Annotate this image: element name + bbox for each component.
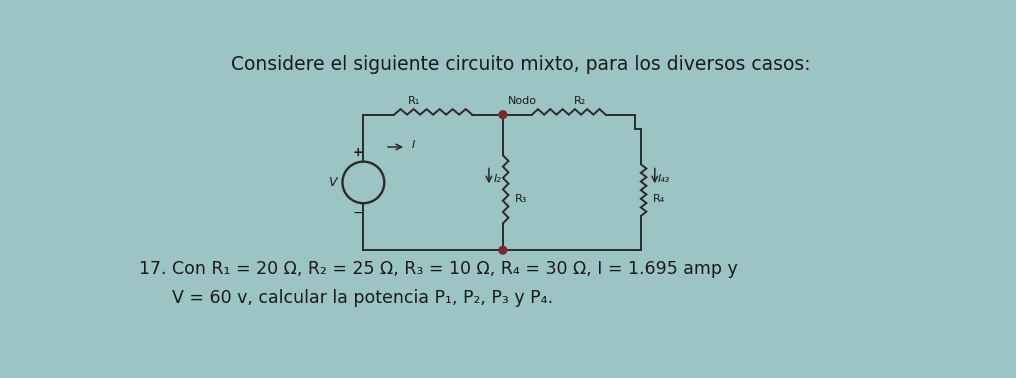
Text: Considere el siguiente circuito mixto, para los diversos casos:: Considere el siguiente circuito mixto, p… (231, 55, 811, 74)
Text: −: − (353, 206, 364, 220)
Text: +: + (353, 146, 364, 159)
Circle shape (499, 111, 507, 119)
Text: V = 60 v, calcular la potencia P₁, P₂, P₃ y P₄.: V = 60 v, calcular la potencia P₁, P₂, P… (138, 289, 553, 307)
Text: R₁: R₁ (407, 96, 420, 106)
Text: R₄: R₄ (652, 194, 664, 204)
Text: Nodo: Nodo (508, 96, 536, 106)
Text: I: I (411, 140, 415, 150)
Text: I₄₃: I₄₃ (658, 174, 671, 184)
Text: V: V (328, 176, 336, 189)
Text: I₂: I₂ (494, 174, 501, 184)
Text: R₃: R₃ (514, 194, 527, 204)
Text: R₂: R₂ (574, 96, 586, 106)
Text: 17. Con R₁ = 20 Ω, R₂ = 25 Ω, R₃ = 10 Ω, R₄ = 30 Ω, I = 1.695 amp y: 17. Con R₁ = 20 Ω, R₂ = 25 Ω, R₃ = 10 Ω,… (138, 260, 738, 279)
Circle shape (499, 246, 507, 254)
